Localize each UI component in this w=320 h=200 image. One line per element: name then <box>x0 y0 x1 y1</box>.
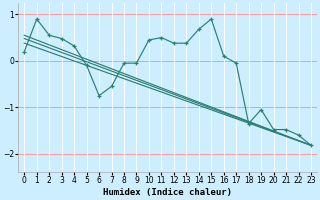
X-axis label: Humidex (Indice chaleur): Humidex (Indice chaleur) <box>103 188 232 197</box>
